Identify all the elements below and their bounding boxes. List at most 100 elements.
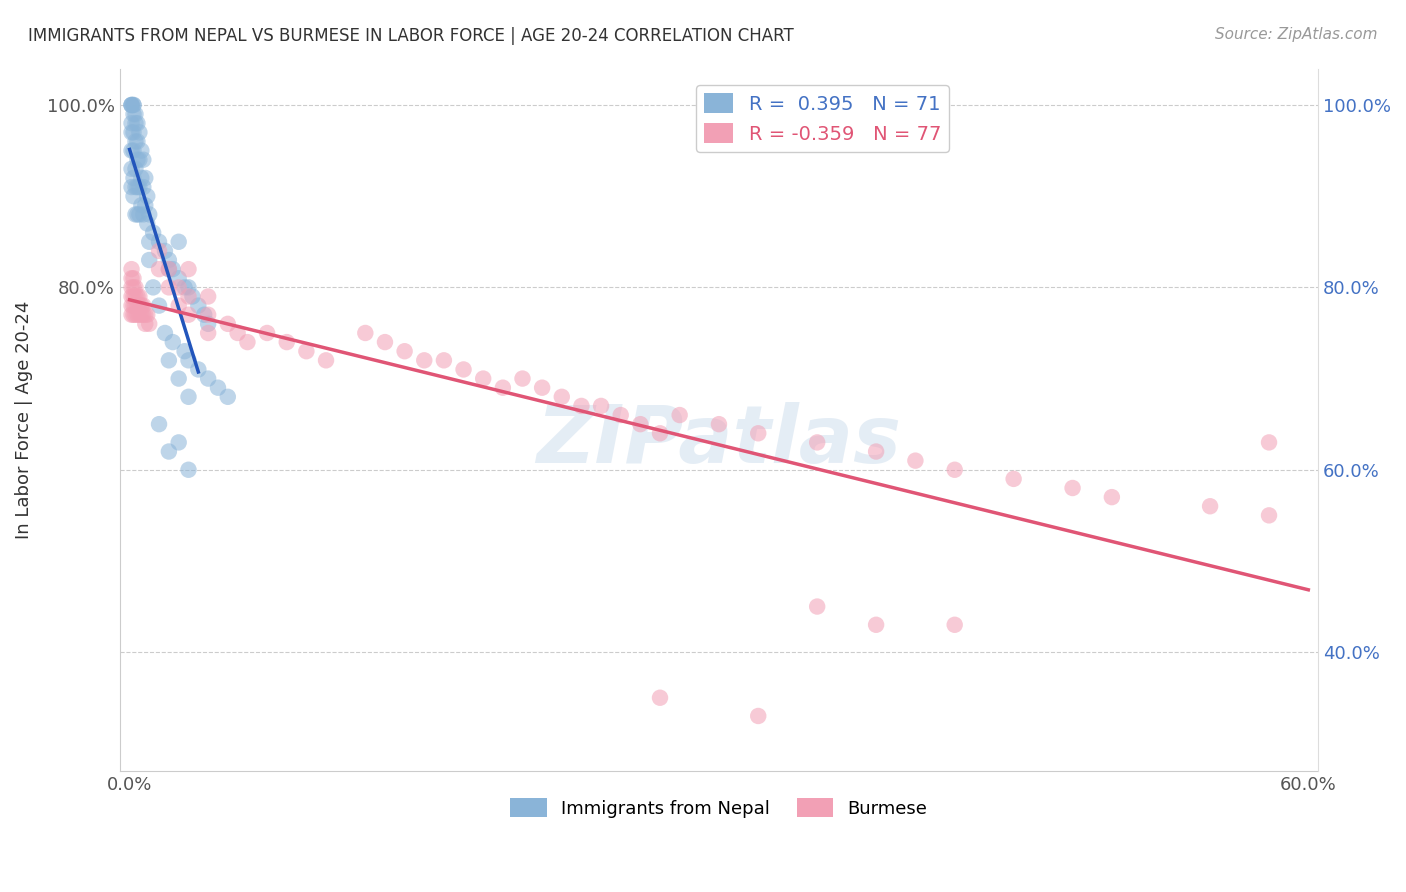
Point: [122, 107, 145, 121]
Point: [707, 417, 730, 432]
Point: [132, 153, 155, 167]
Point: [197, 289, 219, 303]
Point: [256, 326, 278, 340]
Point: [187, 362, 209, 376]
Point: [134, 198, 156, 212]
Point: [162, 262, 184, 277]
Point: [142, 280, 165, 294]
Point: [177, 262, 200, 277]
Point: [124, 299, 146, 313]
Point: [394, 344, 416, 359]
Point: [148, 244, 170, 258]
Point: [865, 617, 887, 632]
Point: [124, 135, 146, 149]
Point: [127, 116, 149, 130]
Point: [121, 180, 143, 194]
Point: [127, 135, 149, 149]
Point: [132, 308, 155, 322]
Point: [138, 207, 160, 221]
Point: [131, 170, 153, 185]
Point: [121, 144, 143, 158]
Point: [132, 180, 155, 194]
Point: [157, 444, 180, 458]
Point: [668, 408, 690, 422]
Point: [124, 280, 146, 294]
Point: [121, 98, 143, 112]
Point: [747, 426, 769, 441]
Point: [122, 299, 145, 313]
Point: [571, 399, 593, 413]
Point: [295, 344, 318, 359]
Point: [124, 289, 146, 303]
Point: [148, 235, 170, 249]
Point: [138, 235, 160, 249]
Point: [193, 308, 215, 322]
Point: [628, 417, 651, 432]
Point: [472, 371, 495, 385]
Point: [167, 435, 190, 450]
Point: [136, 217, 159, 231]
Point: [124, 308, 146, 322]
Point: [142, 226, 165, 240]
Point: [121, 98, 143, 112]
Point: [121, 289, 143, 303]
Point: [453, 362, 475, 376]
Point: [197, 308, 219, 322]
Point: [128, 299, 150, 313]
Point: [177, 353, 200, 368]
Point: [167, 235, 190, 249]
Point: [136, 189, 159, 203]
Point: [1199, 500, 1222, 514]
Point: [121, 262, 143, 277]
Point: [162, 335, 184, 350]
Point: [217, 317, 239, 331]
Point: [131, 198, 153, 212]
Point: [157, 262, 180, 277]
Point: [531, 381, 554, 395]
Point: [433, 353, 456, 368]
Point: [153, 244, 176, 258]
Point: [157, 353, 180, 368]
Point: [124, 180, 146, 194]
Point: [131, 144, 153, 158]
Point: [157, 253, 180, 268]
Point: [173, 344, 195, 359]
Point: [1258, 435, 1281, 450]
Text: ZIPatlas: ZIPatlas: [537, 401, 901, 480]
Point: [127, 289, 149, 303]
Point: [276, 335, 298, 350]
Point: [747, 709, 769, 723]
Point: [865, 444, 887, 458]
Point: [122, 289, 145, 303]
Point: [132, 299, 155, 313]
Point: [943, 463, 966, 477]
Point: [122, 98, 145, 112]
Point: [121, 116, 143, 130]
Point: [806, 599, 828, 614]
Point: [177, 289, 200, 303]
Point: [131, 299, 153, 313]
Point: [121, 161, 143, 176]
Point: [136, 308, 159, 322]
Point: [207, 381, 229, 395]
Point: [127, 299, 149, 313]
Point: [148, 262, 170, 277]
Point: [132, 207, 155, 221]
Point: [943, 617, 966, 632]
Point: [127, 153, 149, 167]
Point: [173, 280, 195, 294]
Point: [197, 371, 219, 385]
Point: [806, 435, 828, 450]
Point: [128, 289, 150, 303]
Point: [134, 317, 156, 331]
Point: [177, 308, 200, 322]
Point: [236, 335, 259, 350]
Point: [127, 207, 149, 221]
Point: [167, 280, 190, 294]
Legend: Immigrants from Nepal, Burmese: Immigrants from Nepal, Burmese: [503, 791, 935, 825]
Point: [127, 308, 149, 322]
Point: [127, 180, 149, 194]
Point: [167, 371, 190, 385]
Point: [1002, 472, 1025, 486]
Point: [217, 390, 239, 404]
